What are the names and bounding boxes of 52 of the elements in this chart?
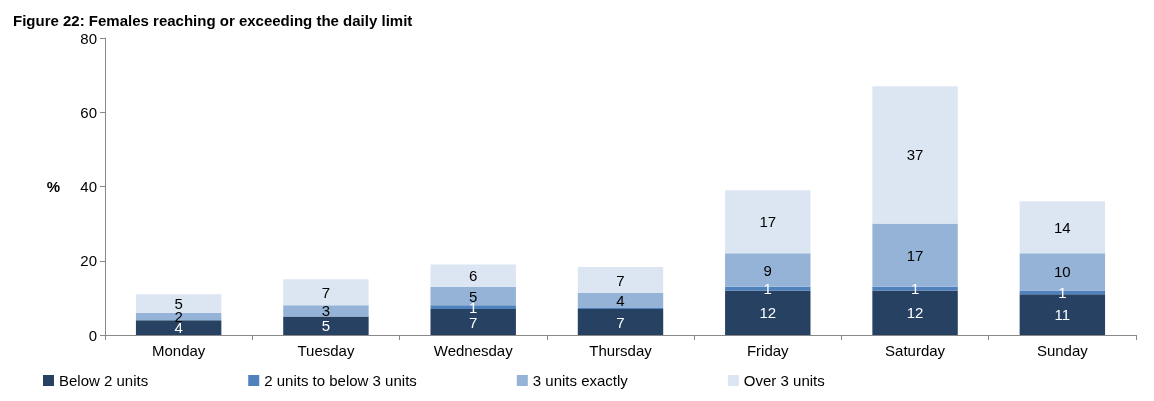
bar	[283, 279, 369, 306]
chart-title: Figure 22: Females reaching or exceeding the daily limit	[13, 12, 413, 29]
legend-label: Below 2 units	[59, 372, 149, 389]
data-label: 11	[1054, 306, 1071, 324]
bar	[430, 264, 516, 287]
data-label: 4	[616, 291, 625, 309]
data-label: 1	[910, 280, 920, 298]
x-tick-label: Monday	[151, 342, 206, 359]
data-label: 12	[759, 304, 777, 322]
x-tick-label: Tuesday	[297, 342, 355, 359]
bar	[872, 86, 958, 224]
data-label: 7	[616, 313, 625, 331]
bar	[135, 320, 222, 335]
x-tick-label: Friday	[746, 342, 790, 359]
data-label: 7	[616, 271, 625, 289]
data-label: 17	[759, 213, 777, 231]
legend-label: 2 units to below 3 units	[264, 372, 417, 389]
legend-label: 3 units exactly	[532, 372, 629, 389]
data-label: 17	[906, 246, 924, 264]
data-label: 10	[1054, 263, 1071, 281]
data-label: 1	[1058, 283, 1067, 301]
y-tick-label: 20	[80, 252, 97, 270]
legend-label: Over 3 units	[743, 372, 825, 389]
data-label: 1	[763, 280, 772, 298]
bar	[135, 294, 222, 313]
bar	[577, 309, 664, 335]
data-label: 3	[321, 302, 331, 320]
x-tick-label: Sunday	[1036, 342, 1089, 359]
y-tick-label: 40	[80, 178, 97, 195]
bar	[135, 312, 222, 321]
bar	[725, 190, 811, 254]
x-tick-label: Wednesday	[433, 342, 514, 359]
x-tick-label: Saturday	[885, 342, 946, 359]
bar	[1019, 201, 1106, 254]
data-label: 5	[174, 294, 183, 312]
data-label: 5	[321, 317, 331, 335]
bar	[283, 316, 369, 335]
y-tick-label: 80	[80, 29, 97, 47]
y-axis-title: %	[46, 178, 60, 195]
data-label: 14	[1054, 218, 1071, 236]
bar	[577, 267, 664, 294]
data-label: 7	[469, 313, 478, 331]
y-tick-label: 60	[80, 103, 97, 121]
bar	[283, 305, 369, 317]
data-label: 9	[763, 261, 772, 279]
bar	[577, 293, 664, 308]
data-label: 7	[321, 283, 331, 301]
data-label: 12	[906, 304, 924, 322]
x-tick-label: Thursday	[589, 342, 653, 359]
data-label: 6	[469, 267, 478, 285]
y-tick-label: 0	[88, 326, 97, 344]
data-label: 37	[906, 146, 924, 164]
